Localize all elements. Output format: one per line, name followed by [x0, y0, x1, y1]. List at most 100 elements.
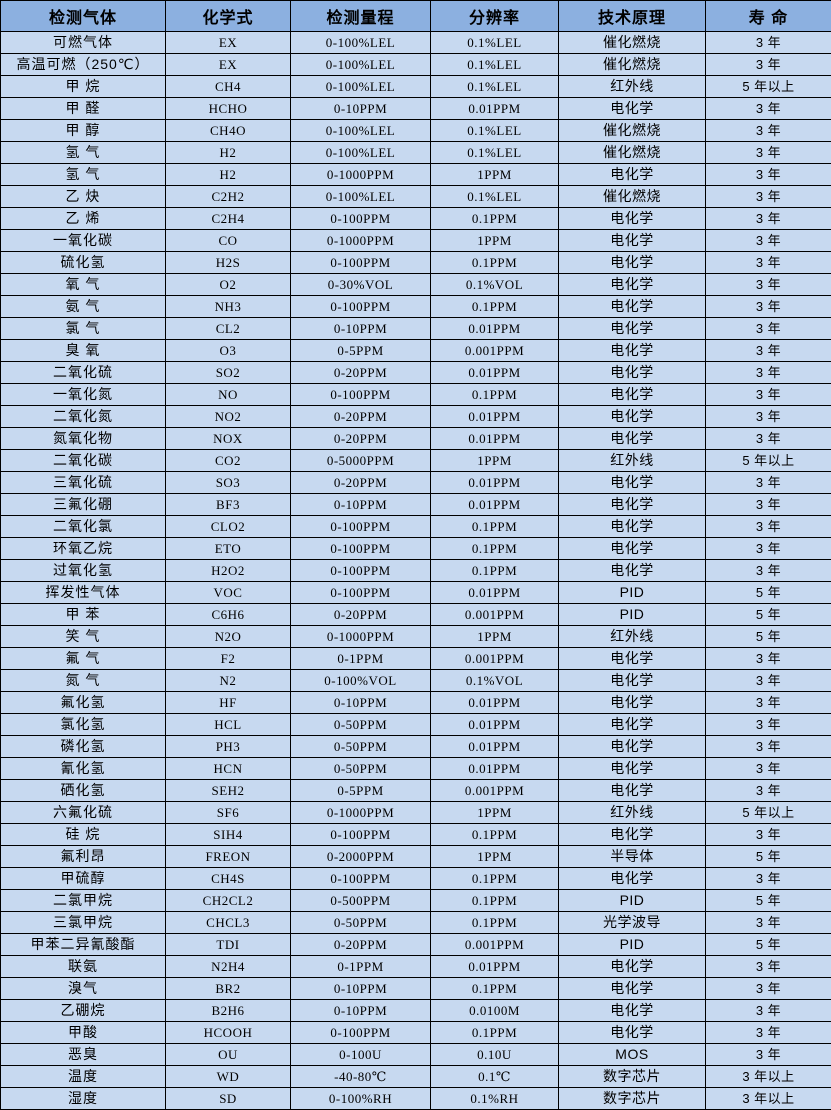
column-header-range: 检测量程 [291, 1, 431, 32]
cell-gas: 氢 气 [1, 164, 166, 186]
cell-gas: 甲 苯 [1, 604, 166, 626]
cell-technology: 电化学 [559, 296, 706, 318]
cell-range: 0-1000PPM [291, 164, 431, 186]
cell-range: 0-1PPM [291, 956, 431, 978]
cell-range: 0-100%LEL [291, 76, 431, 98]
cell-formula: SO3 [166, 472, 291, 494]
cell-resolution: 0.01PPM [431, 758, 559, 780]
cell-gas: 恶臭 [1, 1044, 166, 1066]
cell-technology: 电化学 [559, 956, 706, 978]
cell-resolution: 0.0100M [431, 1000, 559, 1022]
cell-resolution: 0.01PPM [431, 714, 559, 736]
cell-technology: 催化燃烧 [559, 120, 706, 142]
cell-formula: ETO [166, 538, 291, 560]
cell-resolution: 0.1%LEL [431, 32, 559, 54]
cell-range: 0-5PPM [291, 340, 431, 362]
cell-formula: SEH2 [166, 780, 291, 802]
cell-formula: CO [166, 230, 291, 252]
cell-gas: 二氧化硫 [1, 362, 166, 384]
cell-range: 0-1000PPM [291, 802, 431, 824]
cell-gas: 氯 气 [1, 318, 166, 340]
cell-technology: 电化学 [559, 362, 706, 384]
cell-lifespan: 3 年 [706, 428, 831, 450]
column-header-lifespan: 寿 命 [706, 1, 831, 32]
cell-technology: 电化学 [559, 648, 706, 670]
cell-range: 0-20PPM [291, 362, 431, 384]
cell-formula: PH3 [166, 736, 291, 758]
cell-range: 0-100PPM [291, 516, 431, 538]
cell-technology: 催化燃烧 [559, 54, 706, 76]
cell-gas: 溴气 [1, 978, 166, 1000]
cell-technology: 电化学 [559, 1000, 706, 1022]
cell-technology: 电化学 [559, 252, 706, 274]
cell-formula: SF6 [166, 802, 291, 824]
cell-resolution: 0.1PPM [431, 890, 559, 912]
cell-formula: CH2CL2 [166, 890, 291, 912]
cell-range: 0-50PPM [291, 912, 431, 934]
cell-lifespan: 3 年 [706, 758, 831, 780]
cell-technology: 电化学 [559, 736, 706, 758]
cell-gas: 乙 炔 [1, 186, 166, 208]
cell-formula: SO2 [166, 362, 291, 384]
cell-lifespan: 5 年 [706, 934, 831, 956]
cell-range: 0-100PPM [291, 1022, 431, 1044]
cell-lifespan: 3 年 [706, 362, 831, 384]
cell-lifespan: 5 年 [706, 846, 831, 868]
cell-lifespan: 3 年 [706, 1000, 831, 1022]
cell-resolution: 0.1%LEL [431, 76, 559, 98]
cell-formula: F2 [166, 648, 291, 670]
cell-lifespan: 3 年 [706, 692, 831, 714]
cell-range: 0-100PPM [291, 868, 431, 890]
cell-gas: 磷化氢 [1, 736, 166, 758]
cell-gas: 笑 气 [1, 626, 166, 648]
cell-lifespan: 5 年 [706, 604, 831, 626]
cell-lifespan: 3 年 [706, 54, 831, 76]
cell-gas: 二氯甲烷 [1, 890, 166, 912]
cell-formula: BR2 [166, 978, 291, 1000]
column-header-gas: 检测气体 [1, 1, 166, 32]
cell-technology: PID [559, 890, 706, 912]
cell-range: 0-500PPM [291, 890, 431, 912]
cell-resolution: 0.01PPM [431, 736, 559, 758]
cell-lifespan: 5 年 [706, 890, 831, 912]
cell-technology: 电化学 [559, 978, 706, 1000]
cell-gas: 一氧化氮 [1, 384, 166, 406]
cell-formula: NOX [166, 428, 291, 450]
cell-technology: 电化学 [559, 472, 706, 494]
cell-range: 0-10PPM [291, 692, 431, 714]
cell-range: 0-100%VOL [291, 670, 431, 692]
cell-technology: 红外线 [559, 450, 706, 472]
cell-resolution: 0.1PPM [431, 208, 559, 230]
cell-range: 0-2000PPM [291, 846, 431, 868]
cell-resolution: 0.01PPM [431, 956, 559, 978]
column-header-resolution: 分辨率 [431, 1, 559, 32]
cell-gas: 温度 [1, 1066, 166, 1088]
cell-gas: 环氧乙烷 [1, 538, 166, 560]
cell-formula: WD [166, 1066, 291, 1088]
cell-technology: 电化学 [559, 1022, 706, 1044]
cell-lifespan: 3 年 [706, 120, 831, 142]
cell-lifespan: 5 年以上 [706, 76, 831, 98]
cell-formula: TDI [166, 934, 291, 956]
cell-lifespan: 3 年 [706, 472, 831, 494]
cell-lifespan: 3 年 [706, 780, 831, 802]
cell-resolution: 0.01PPM [431, 692, 559, 714]
cell-technology: 电化学 [559, 824, 706, 846]
cell-technology: 电化学 [559, 538, 706, 560]
cell-gas: 三氧化硫 [1, 472, 166, 494]
cell-resolution: 0.01PPM [431, 494, 559, 516]
cell-technology: PID [559, 582, 706, 604]
cell-technology: 电化学 [559, 560, 706, 582]
cell-formula: HCN [166, 758, 291, 780]
